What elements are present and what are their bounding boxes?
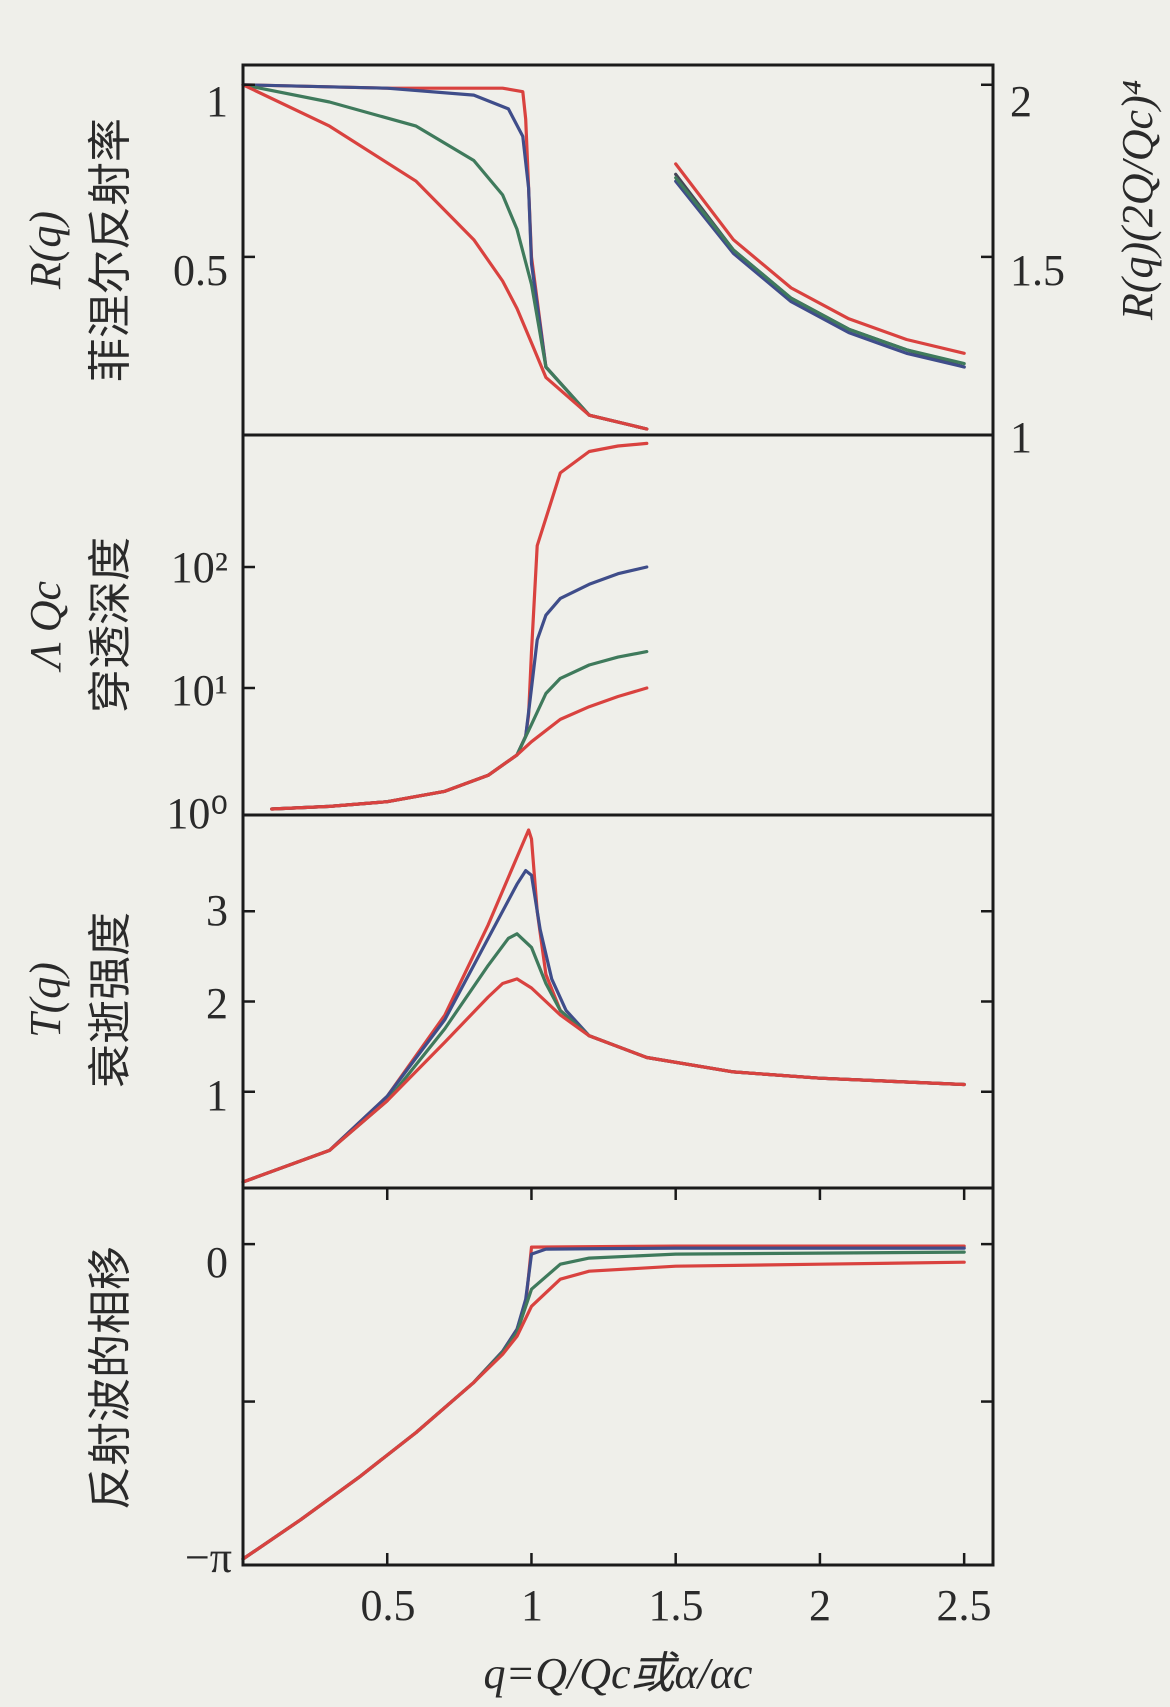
series-penetration-2 bbox=[270, 565, 649, 811]
tick-label-phase-minus-pi: −π bbox=[185, 1533, 232, 1582]
series-evanescent-3 bbox=[241, 932, 966, 1184]
tick-label-r-0.5: 0.5 bbox=[173, 246, 228, 295]
tick-label-r2-2: 2 bbox=[1010, 77, 1032, 126]
ylabel-penetration: Λ Qc bbox=[21, 580, 70, 673]
tick-label-lambda-100: 10² bbox=[171, 543, 228, 592]
series-phase-4 bbox=[241, 1260, 966, 1561]
tick-label-x-1.5: 1.5 bbox=[649, 1581, 704, 1630]
ylabel-reflectivity: R(q) bbox=[21, 211, 70, 290]
tick-label-lambda-1: 10⁰ bbox=[166, 789, 228, 838]
tick-label-x-1: 1 bbox=[521, 1581, 543, 1630]
series-reflectivity-4 bbox=[241, 83, 649, 431]
series-reflectivity-1 bbox=[241, 83, 649, 431]
ylabel-penetration-cn: 穿透深度 bbox=[86, 537, 135, 713]
series-reflectivity-6 bbox=[674, 179, 966, 369]
tick-label-r-1: 1 bbox=[206, 77, 228, 126]
tick-label-phase-0: 0 bbox=[206, 1238, 228, 1287]
tick-label-lambda-10: 10¹ bbox=[171, 666, 228, 715]
tick-label-x-0.5: 0.5 bbox=[361, 1581, 416, 1630]
series-phase-3 bbox=[241, 1250, 966, 1561]
tick-label-t-1: 1 bbox=[206, 1071, 228, 1120]
series-reflectivity-5 bbox=[674, 172, 966, 369]
tick-label-t-3: 3 bbox=[206, 886, 228, 935]
ylabel-evanescent-cn: 衰逝强度 bbox=[86, 912, 135, 1088]
tick-label-t-2: 2 bbox=[206, 979, 228, 1028]
series-reflectivity-8 bbox=[674, 162, 966, 355]
series-reflectivity-7 bbox=[674, 176, 966, 366]
series-reflectivity-2 bbox=[241, 83, 649, 431]
axes-frame bbox=[241, 63, 995, 1567]
series-reflectivity-3 bbox=[241, 83, 649, 431]
series-evanescent-2 bbox=[241, 868, 966, 1184]
tick-label-r2-1: 1 bbox=[1010, 413, 1032, 462]
series-evanescent-4 bbox=[241, 977, 966, 1184]
series-penetration-4 bbox=[270, 686, 649, 811]
series-phase-2 bbox=[241, 1246, 966, 1561]
ylabel-reflectivity-cn: 菲涅尔反射率 bbox=[86, 118, 135, 382]
plot-area bbox=[241, 83, 966, 1561]
series-phase-1 bbox=[241, 1244, 966, 1561]
tick-marks bbox=[243, 83, 993, 1565]
ylabel-phase: 反射波的相移 bbox=[86, 1246, 135, 1510]
tick-label-x-2.5: 2.5 bbox=[937, 1581, 992, 1630]
ylabel-evanescent: T(q) bbox=[21, 962, 70, 1038]
ylabel-reflectivity-right: R(q)(2Q/Qc)⁴ bbox=[1113, 80, 1162, 321]
xlabel: q=Q/Qc或α/αc bbox=[484, 1649, 753, 1698]
tick-label-x-2: 2 bbox=[809, 1581, 831, 1630]
series-penetration-1 bbox=[270, 441, 649, 811]
tick-label-r2-1.5: 1.5 bbox=[1010, 246, 1065, 295]
